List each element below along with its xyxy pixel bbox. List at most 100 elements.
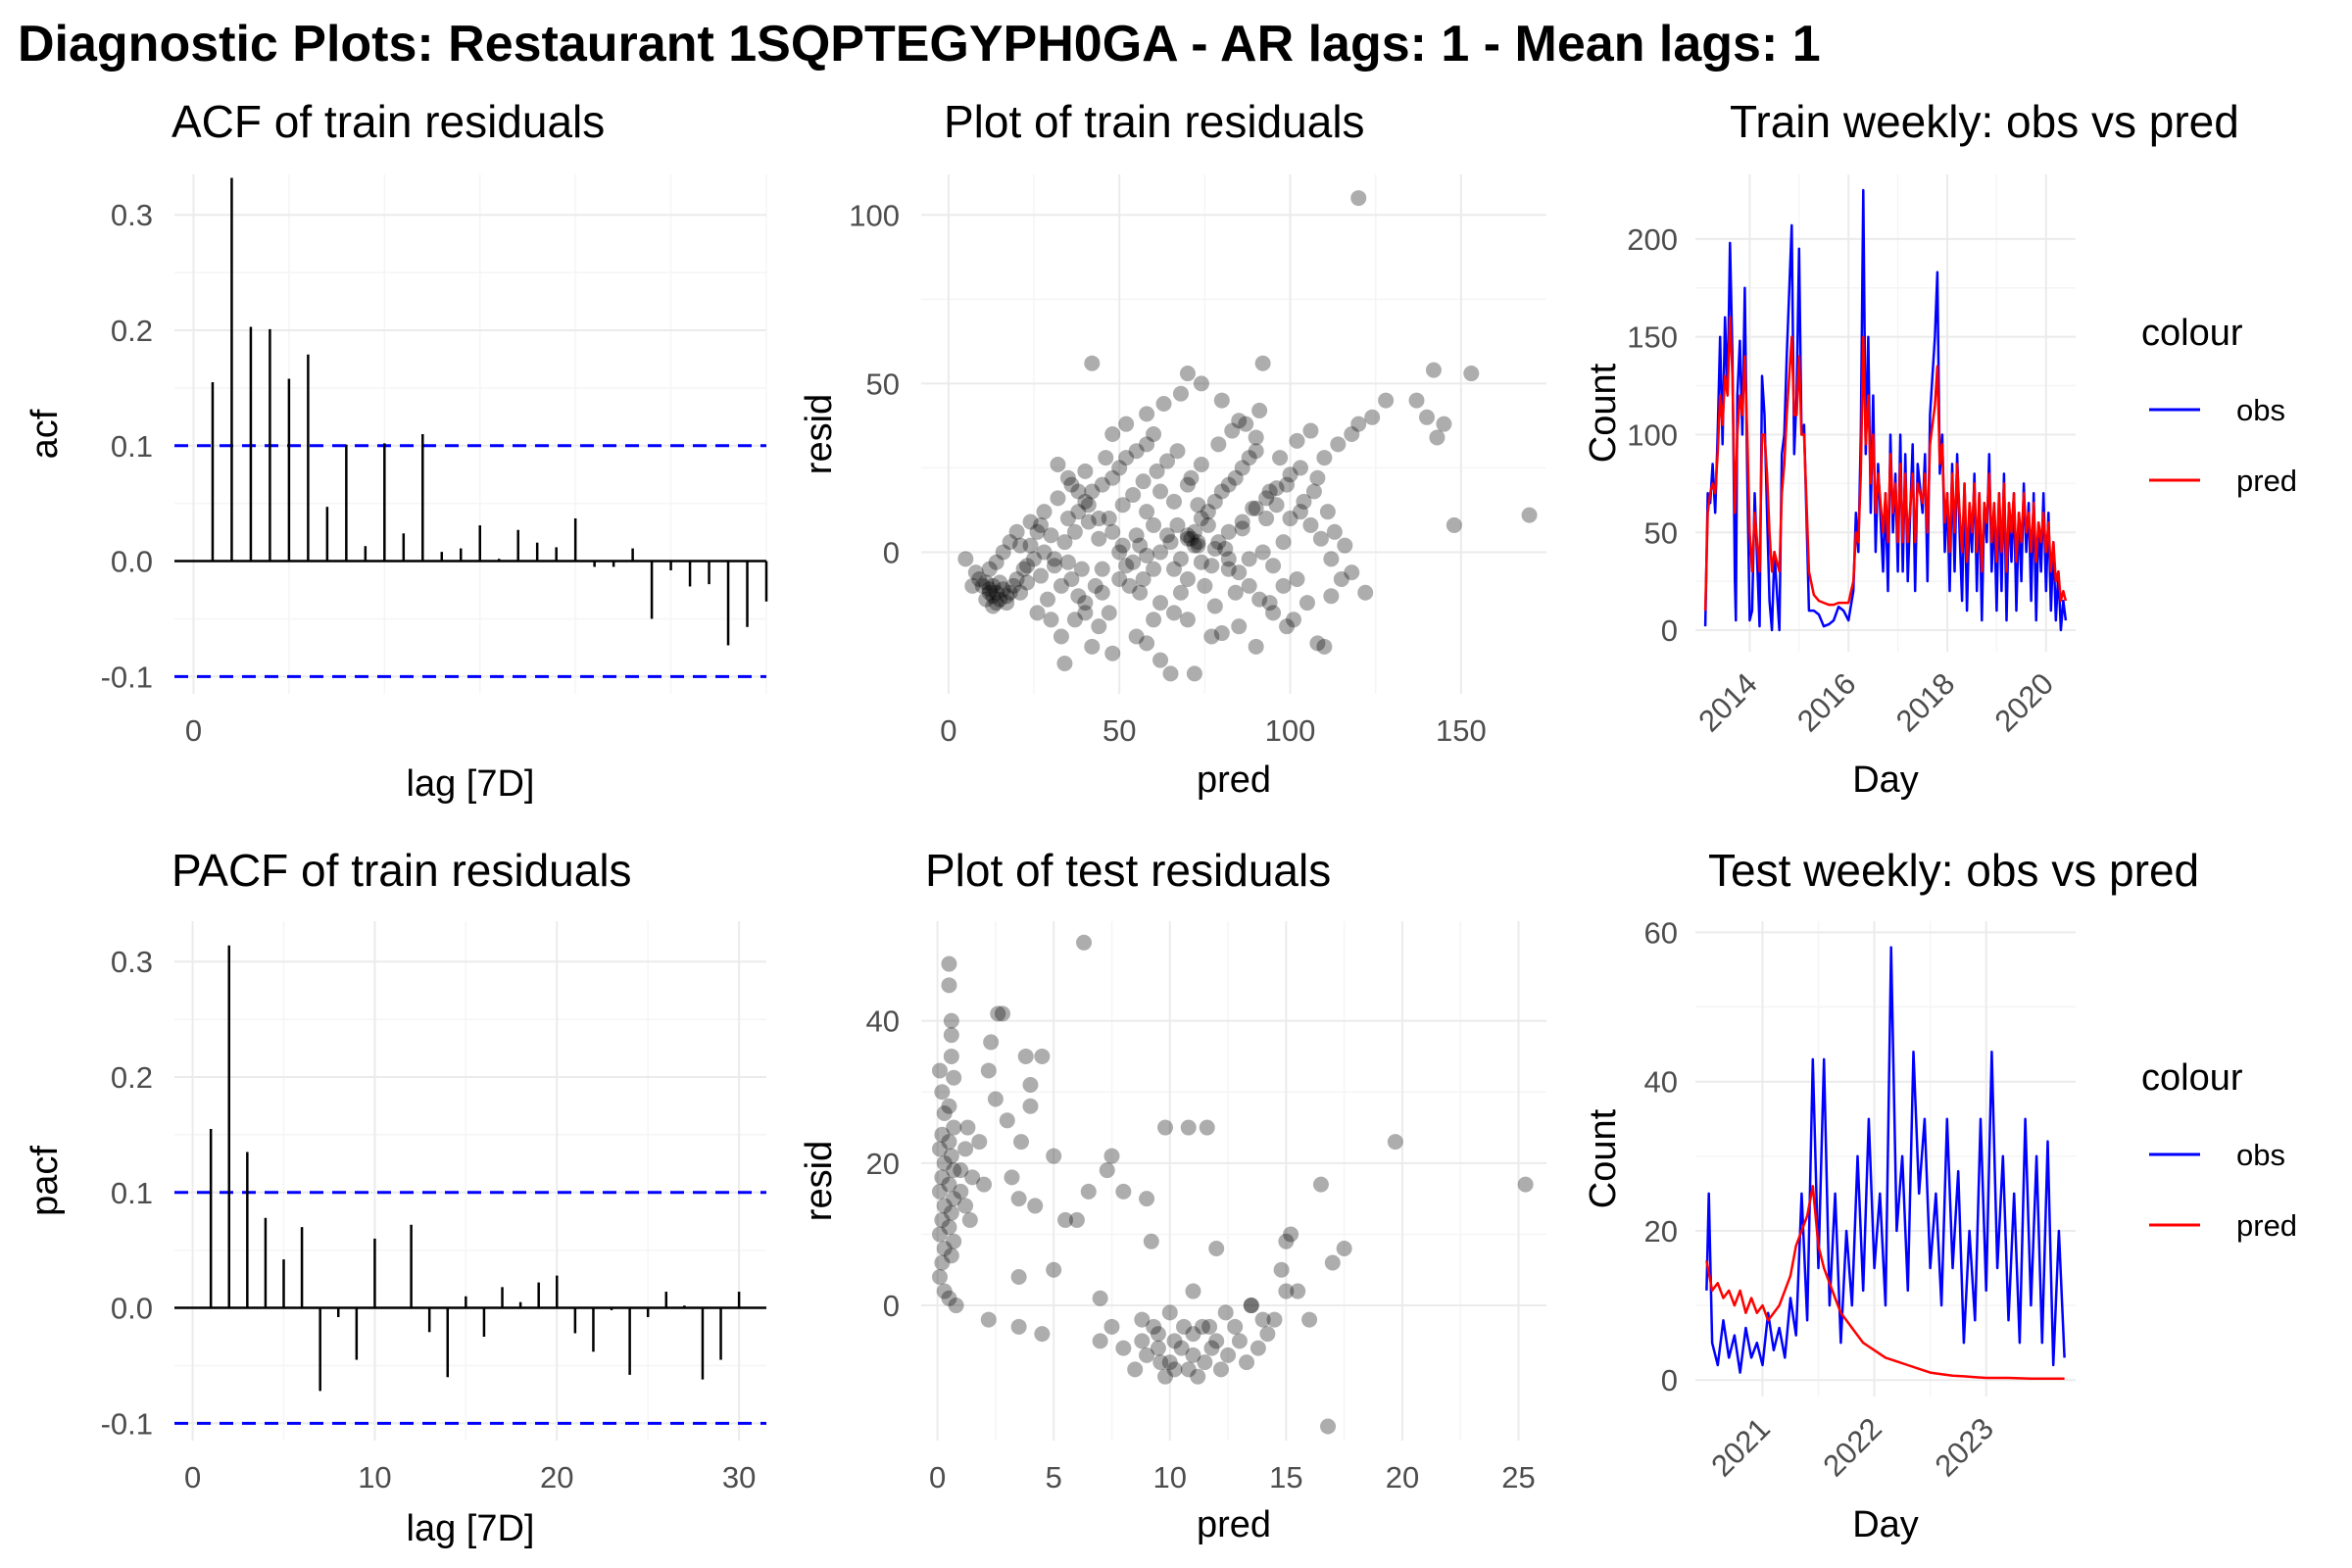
data-point bbox=[1357, 584, 1374, 601]
data-point bbox=[1350, 190, 1367, 207]
x-tick-label: 0 bbox=[185, 713, 202, 748]
chart-test_weekly: Test weekly: obs vs pred 0 20 40 60 2021 2022 2… bbox=[1583, 845, 2297, 1545]
data-point bbox=[1152, 483, 1169, 500]
data-point bbox=[964, 577, 981, 594]
data-point bbox=[1336, 1240, 1352, 1256]
data-point bbox=[1200, 504, 1216, 520]
data-point bbox=[1033, 567, 1050, 584]
data-point bbox=[943, 1248, 959, 1264]
data-point bbox=[978, 591, 995, 608]
data-point bbox=[1039, 591, 1055, 608]
data-point bbox=[999, 595, 1015, 612]
data-point bbox=[1132, 584, 1149, 601]
data-point bbox=[948, 1298, 964, 1314]
data-point bbox=[1094, 584, 1110, 601]
data-point bbox=[1046, 1261, 1062, 1278]
y-tick-label: -0.1 bbox=[101, 660, 153, 694]
series-line-pred bbox=[1705, 1185, 2065, 1380]
data-point bbox=[978, 574, 995, 591]
data-point bbox=[1268, 497, 1285, 514]
data-point bbox=[1029, 605, 1046, 621]
data-point bbox=[1245, 500, 1261, 516]
data-point bbox=[1190, 497, 1206, 514]
data-point bbox=[1344, 426, 1360, 442]
data-point bbox=[1027, 1198, 1044, 1214]
data-point bbox=[1036, 544, 1053, 561]
data-point bbox=[1265, 558, 1282, 574]
data-point bbox=[936, 1240, 953, 1256]
x-tick-label: 2014 bbox=[1691, 666, 1764, 739]
data-point bbox=[1278, 1233, 1295, 1250]
y-tick-label: 0 bbox=[883, 535, 900, 569]
data-point bbox=[1238, 416, 1254, 432]
data-point bbox=[936, 1283, 953, 1299]
data-point bbox=[995, 581, 1011, 598]
y-tick-label: 50 bbox=[866, 367, 900, 401]
data-point bbox=[1146, 1318, 1162, 1335]
y-axis-label: resid bbox=[799, 394, 840, 474]
data-point bbox=[1121, 577, 1138, 594]
x-axis-label: Day bbox=[1852, 760, 1919, 801]
data-point bbox=[941, 956, 957, 972]
data-point bbox=[1179, 530, 1196, 547]
data-point bbox=[1002, 534, 1018, 551]
data-point bbox=[1135, 473, 1152, 490]
data-point bbox=[1258, 511, 1275, 527]
data-point bbox=[1159, 453, 1176, 469]
data-point bbox=[1243, 1298, 1259, 1314]
data-point bbox=[934, 1254, 951, 1271]
data-point bbox=[1104, 645, 1121, 662]
data-point bbox=[981, 561, 998, 577]
data-point bbox=[1210, 534, 1227, 551]
data-point bbox=[1152, 595, 1169, 612]
data-point bbox=[1200, 516, 1216, 533]
data-point bbox=[1206, 541, 1223, 558]
data-point bbox=[941, 1219, 957, 1236]
data-point bbox=[1101, 605, 1117, 621]
legend-label-pred: pred bbox=[2236, 464, 2297, 498]
data-point bbox=[1165, 493, 1182, 510]
data-point bbox=[1166, 1333, 1183, 1349]
data-point bbox=[1193, 554, 1209, 570]
x-tick-label: 20 bbox=[1386, 1460, 1419, 1494]
data-point bbox=[1172, 551, 1189, 567]
data-point bbox=[1180, 1361, 1197, 1378]
data-point bbox=[1185, 1326, 1201, 1343]
data-point bbox=[1220, 476, 1237, 493]
x-tick-label: 150 bbox=[1436, 713, 1487, 748]
data-point bbox=[946, 1191, 962, 1207]
data-point bbox=[1172, 584, 1189, 601]
chart-test_resid: Plot of test residuals 0 20 40 0 5 10 15 20 25 pre… bbox=[799, 845, 1546, 1545]
data-point bbox=[1026, 551, 1043, 567]
data-point bbox=[1521, 507, 1538, 523]
data-point bbox=[1059, 469, 1076, 486]
y-tick-label: 100 bbox=[1627, 417, 1678, 452]
data-point bbox=[1292, 504, 1308, 520]
data-point bbox=[1143, 1233, 1159, 1250]
data-point bbox=[1043, 527, 1059, 544]
data-point bbox=[1104, 469, 1121, 486]
data-point bbox=[1118, 416, 1135, 432]
data-point bbox=[1217, 1304, 1234, 1321]
chart-title: Plot of test residuals bbox=[925, 845, 1331, 896]
data-point bbox=[1227, 1318, 1244, 1335]
data-point bbox=[934, 1126, 951, 1143]
data-point bbox=[1046, 1148, 1062, 1164]
x-axis-label: lag [7D] bbox=[407, 763, 535, 805]
data-point bbox=[988, 554, 1004, 570]
data-point bbox=[1053, 628, 1069, 645]
data-point bbox=[1159, 527, 1176, 544]
data-point bbox=[1231, 1333, 1248, 1349]
data-point bbox=[1316, 638, 1333, 655]
data-point bbox=[1066, 523, 1083, 540]
data-point bbox=[967, 564, 984, 581]
data-point bbox=[1094, 561, 1110, 577]
data-point bbox=[961, 1211, 978, 1228]
y-tick-label: 40 bbox=[866, 1004, 900, 1039]
series-line-obs bbox=[1703, 188, 2068, 632]
data-point bbox=[1248, 500, 1264, 516]
data-point bbox=[1162, 665, 1179, 682]
data-point bbox=[1333, 570, 1349, 587]
y-tick-label: 0.2 bbox=[111, 314, 153, 348]
data-point bbox=[1312, 1176, 1329, 1193]
